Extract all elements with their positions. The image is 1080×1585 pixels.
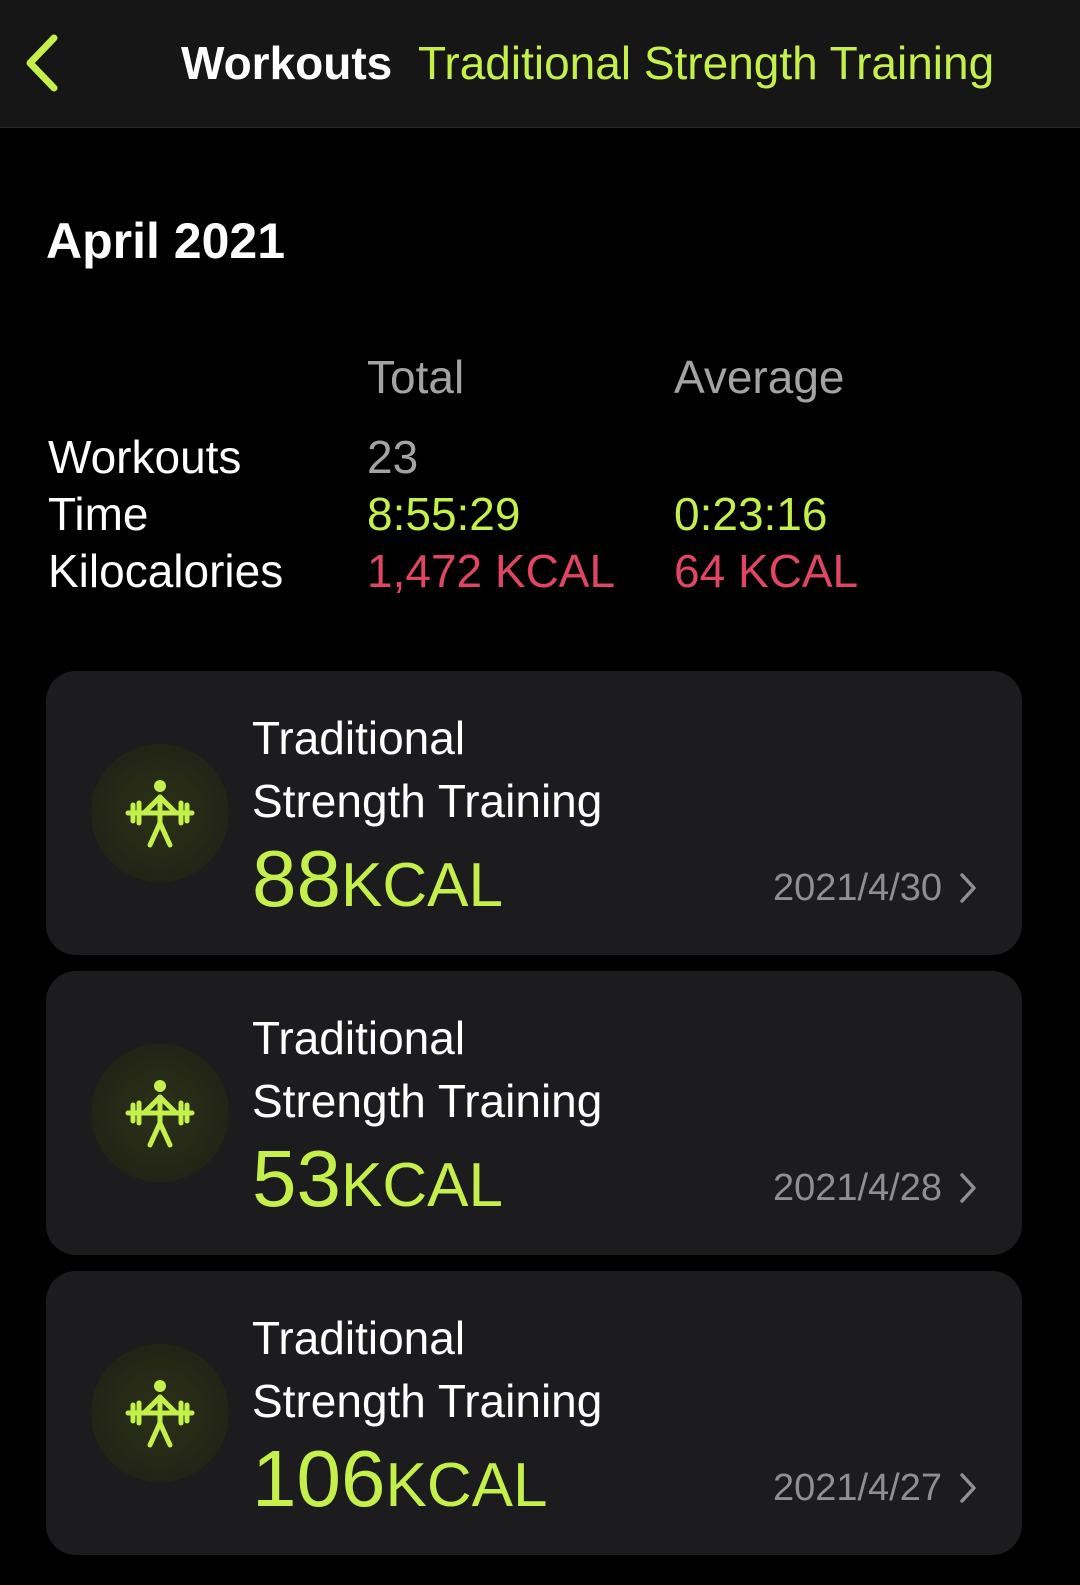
- total-column-header: Total: [367, 351, 465, 403]
- chevron-right-icon: [960, 1173, 976, 1203]
- workout-name-line2: Strength Training: [252, 1375, 603, 1427]
- workouts-total: 23: [367, 431, 419, 483]
- workout-name-line1: Traditional: [252, 1012, 466, 1064]
- time-total: 8:55:29: [367, 488, 521, 540]
- time-average: 0:23:16: [674, 488, 828, 540]
- nav-title: Workouts: [181, 37, 393, 89]
- workout-kcal-value: 106: [252, 1434, 386, 1523]
- workout-date: 2021/4/30: [772, 867, 942, 909]
- chevron-left-icon: [26, 34, 58, 92]
- workout-name-line1: Traditional: [252, 712, 466, 764]
- workout-card[interactable]: Traditional Strength Training 53KCAL 202…: [46, 971, 1022, 1255]
- average-column-header: Average: [674, 351, 845, 403]
- workout-name-line1: Traditional: [252, 1312, 466, 1364]
- workout-kcal-value: 53: [252, 1134, 341, 1223]
- workout-date: 2021/4/27: [772, 1467, 942, 1509]
- weightlifting-icon: [125, 1080, 195, 1148]
- weightlifting-icon: [125, 780, 195, 848]
- workout-icon-badge: [91, 744, 229, 882]
- kilocalories-label: Kilocalories: [48, 545, 284, 597]
- workout-card[interactable]: Traditional Strength Training 88KCAL 202…: [46, 671, 1022, 955]
- workouts-label: Workouts: [48, 431, 242, 483]
- workout-name: Traditional Strength Training: [252, 1007, 772, 1133]
- workout-kcal-value: 88: [252, 834, 341, 923]
- workout-kcal-unit: KCAL: [385, 1451, 548, 1520]
- workout-icon-badge: [91, 1344, 229, 1482]
- workout-icon-badge: [91, 1044, 229, 1182]
- workout-name: Traditional Strength Training: [252, 1307, 772, 1433]
- workout-card[interactable]: Traditional Strength Training 106KCAL 20…: [46, 1271, 1022, 1555]
- workout-name: Traditional Strength Training: [252, 707, 772, 833]
- month-title: April 2021: [46, 213, 286, 269]
- workout-kcal-unit: KCAL: [340, 851, 503, 920]
- workout-name-line2: Strength Training: [252, 1075, 603, 1127]
- workout-kcal: 106KCAL: [252, 1433, 547, 1525]
- workout-name-line2: Strength Training: [252, 775, 603, 827]
- chevron-right-icon: [960, 1473, 976, 1503]
- back-button[interactable]: [20, 30, 70, 96]
- nav-subtitle: Traditional Strength Training: [418, 37, 995, 89]
- navigation-bar: Workouts Traditional Strength Training: [0, 0, 1080, 128]
- workout-kcal-unit: KCAL: [340, 1151, 503, 1220]
- kilocalories-average: 64 KCAL: [674, 545, 859, 597]
- workout-date: 2021/4/28: [772, 1167, 942, 1209]
- workout-kcal: 88KCAL: [252, 833, 503, 925]
- workout-kcal: 53KCAL: [252, 1133, 503, 1225]
- weightlifting-icon: [125, 1380, 195, 1448]
- kilocalories-total: 1,472 KCAL: [367, 545, 616, 597]
- chevron-right-icon: [960, 873, 976, 903]
- time-label: Time: [48, 488, 149, 540]
